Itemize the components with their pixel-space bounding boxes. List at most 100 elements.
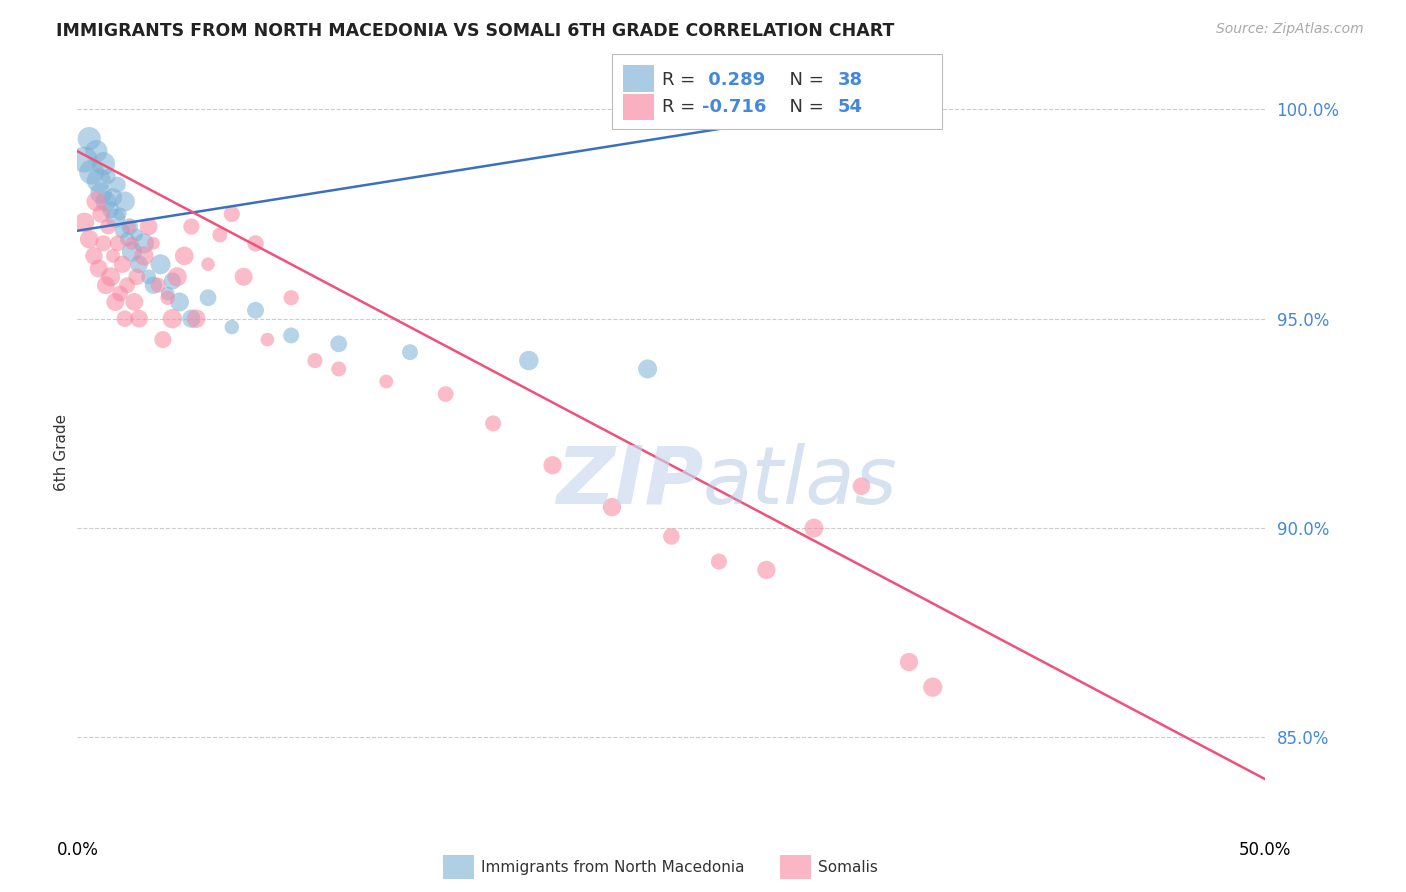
- Point: [280, 291, 302, 305]
- Point: [328, 362, 350, 376]
- Point: [208, 227, 231, 242]
- Text: R =: R =: [662, 71, 702, 89]
- Point: [156, 291, 179, 305]
- Point: [245, 303, 267, 318]
- Point: [104, 295, 127, 310]
- Point: [101, 249, 124, 263]
- Point: [707, 555, 730, 569]
- Point: [541, 458, 564, 473]
- Point: [517, 353, 540, 368]
- Point: [180, 311, 202, 326]
- Point: [132, 249, 155, 263]
- Point: [108, 207, 131, 221]
- Text: Somalis: Somalis: [818, 860, 879, 874]
- Point: [169, 295, 191, 310]
- Point: [121, 236, 143, 251]
- Point: [375, 375, 398, 389]
- Point: [221, 207, 243, 221]
- Point: [600, 500, 623, 515]
- Text: -0.716: -0.716: [702, 98, 766, 116]
- Text: 38: 38: [838, 71, 863, 89]
- Point: [73, 153, 96, 167]
- Text: Immigrants from North Macedonia: Immigrants from North Macedonia: [481, 860, 744, 874]
- Point: [104, 211, 127, 226]
- Point: [637, 362, 659, 376]
- Point: [86, 145, 108, 159]
- Point: [304, 353, 326, 368]
- Point: [132, 236, 155, 251]
- Point: [152, 333, 174, 347]
- Text: N =: N =: [778, 98, 830, 116]
- Point: [125, 227, 148, 242]
- Point: [90, 186, 112, 200]
- Point: [186, 311, 208, 326]
- Point: [166, 269, 188, 284]
- Point: [118, 219, 141, 234]
- Text: atlas: atlas: [703, 442, 898, 521]
- Point: [90, 207, 112, 221]
- Text: R =: R =: [662, 98, 702, 116]
- Point: [114, 311, 136, 326]
- Point: [80, 165, 103, 179]
- Point: [162, 274, 184, 288]
- Point: [86, 194, 108, 209]
- Point: [107, 236, 129, 251]
- Point: [482, 417, 505, 431]
- Point: [77, 232, 100, 246]
- Point: [128, 257, 150, 271]
- Point: [661, 529, 683, 543]
- Point: [73, 215, 96, 229]
- Point: [142, 278, 165, 293]
- Point: [232, 269, 254, 284]
- Point: [125, 269, 148, 284]
- Point: [256, 333, 278, 347]
- Point: [162, 311, 184, 326]
- Point: [898, 655, 921, 669]
- Point: [93, 236, 115, 251]
- Point: [115, 232, 138, 246]
- Point: [138, 269, 160, 284]
- Point: [149, 257, 172, 271]
- Point: [197, 257, 219, 271]
- Point: [221, 320, 243, 334]
- Point: [142, 236, 165, 251]
- Point: [114, 194, 136, 209]
- Point: [93, 157, 115, 171]
- Text: Source: ZipAtlas.com: Source: ZipAtlas.com: [1216, 22, 1364, 37]
- Point: [245, 236, 267, 251]
- Point: [94, 194, 117, 209]
- Point: [94, 278, 117, 293]
- Point: [921, 680, 943, 694]
- Point: [399, 345, 422, 359]
- Point: [108, 286, 131, 301]
- Point: [101, 190, 124, 204]
- Point: [100, 269, 122, 284]
- Point: [803, 521, 825, 535]
- Point: [755, 563, 778, 577]
- Point: [146, 278, 169, 293]
- Point: [180, 219, 202, 234]
- Text: 0.289: 0.289: [702, 71, 765, 89]
- Point: [851, 479, 873, 493]
- Text: IMMIGRANTS FROM NORTH MACEDONIA VS SOMALI 6TH GRADE CORRELATION CHART: IMMIGRANTS FROM NORTH MACEDONIA VS SOMAL…: [56, 22, 894, 40]
- Point: [107, 178, 129, 192]
- Point: [121, 244, 143, 259]
- Point: [97, 169, 120, 184]
- Point: [97, 219, 120, 234]
- Point: [87, 261, 110, 276]
- Point: [173, 249, 195, 263]
- Text: N =: N =: [778, 71, 830, 89]
- Point: [87, 173, 110, 187]
- Point: [118, 219, 141, 234]
- Point: [156, 286, 179, 301]
- Point: [83, 249, 105, 263]
- Point: [77, 131, 100, 145]
- Point: [434, 387, 457, 401]
- Point: [100, 202, 122, 217]
- Point: [197, 291, 219, 305]
- Point: [138, 219, 160, 234]
- Point: [755, 115, 778, 129]
- Point: [111, 224, 134, 238]
- Point: [280, 328, 302, 343]
- Point: [111, 257, 134, 271]
